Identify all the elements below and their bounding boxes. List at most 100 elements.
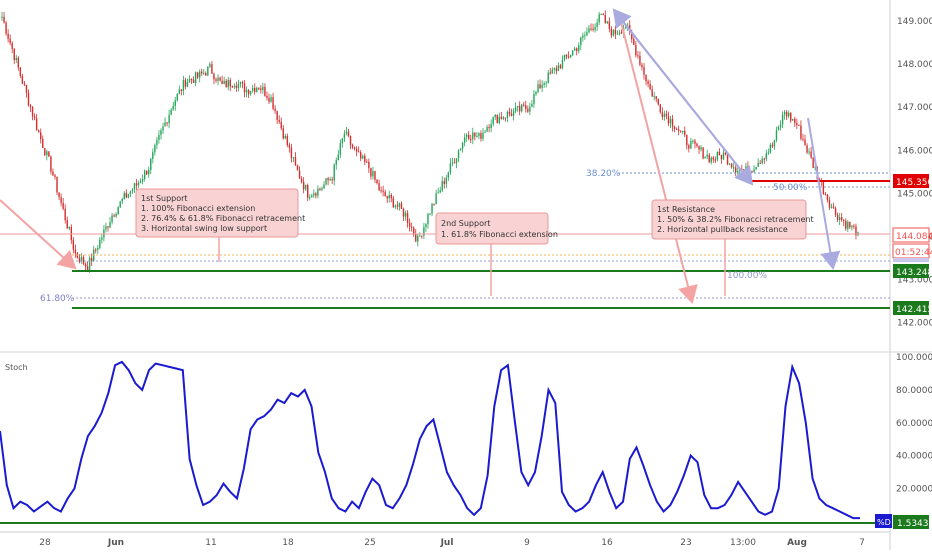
- candle-body: [198, 71, 201, 78]
- candle-body: [826, 194, 829, 201]
- candle-body: [84, 263, 87, 267]
- candle-body: [808, 151, 810, 153]
- candle-body: [78, 257, 81, 262]
- time-tick-label: 13:00: [730, 538, 756, 548]
- price-label-current-text: 144.084: [896, 232, 932, 242]
- candle-body: [494, 114, 496, 117]
- candle-body: [586, 32, 588, 36]
- candle-body: [109, 222, 111, 228]
- price-tick-label: 146.000: [897, 146, 932, 156]
- candle-body: [111, 215, 113, 223]
- candle-body: [537, 84, 539, 92]
- candle-body: [349, 136, 352, 145]
- candle-body: [80, 257, 83, 262]
- stoch-value-label: 1.5343: [893, 515, 929, 529]
- callout-support2: 2nd Support 1. 61.8% Fibonacci extension: [435, 212, 558, 245]
- candle-body: [551, 69, 553, 74]
- candle-body: [510, 113, 513, 116]
- candle-body: [158, 134, 160, 140]
- candle-body: [229, 79, 231, 87]
- candle-body: [152, 152, 154, 159]
- candle-body: [127, 194, 130, 198]
- projection-arrow: [807, 117, 841, 270]
- time-tick-label: 28: [39, 538, 51, 548]
- candle-body: [351, 144, 354, 148]
- candle-body: [268, 97, 270, 102]
- candle-body: [203, 73, 205, 75]
- candle-body: [309, 197, 311, 199]
- candle-body: [225, 80, 227, 88]
- candle-body: [68, 226, 70, 229]
- candle-body: [70, 226, 73, 240]
- candle-body: [527, 108, 529, 112]
- candle-body: [52, 171, 54, 176]
- candle-body: [496, 114, 498, 124]
- candle-body: [457, 150, 460, 159]
- candle-body: [388, 195, 390, 199]
- candle-body: [555, 68, 558, 71]
- candle-body: [160, 130, 162, 135]
- candle-body: [355, 148, 358, 152]
- candle-body: [610, 28, 613, 36]
- candle-body: [441, 181, 443, 191]
- candle-body: [170, 109, 172, 115]
- candle-body: [631, 31, 633, 40]
- candle-body: [667, 116, 670, 124]
- candle-body: [215, 79, 217, 81]
- candle-body: [702, 147, 704, 159]
- callout-support1: 1st Support 1. 100% Fibonacci extension …: [135, 188, 305, 238]
- candle-body: [245, 90, 248, 93]
- candle-body: [117, 207, 119, 215]
- candle-body: [531, 103, 533, 107]
- candle-body: [415, 234, 417, 242]
- candle-body: [180, 89, 183, 92]
- candle-body: [569, 55, 572, 58]
- candle-body: [31, 107, 34, 117]
- candle-body: [567, 56, 570, 58]
- candle-body: [671, 118, 674, 127]
- time-tick-label: 16: [601, 538, 613, 548]
- candle-body: [592, 28, 594, 30]
- candle-body: [563, 54, 566, 60]
- candle-body: [408, 222, 411, 227]
- price-tick-label: 149.000: [897, 17, 932, 27]
- time-tick-label: 25: [364, 538, 375, 548]
- candle-body: [423, 226, 425, 236]
- candle-body: [737, 170, 739, 173]
- stoch-axis: 100.0000 80.0000 60.0000 40.0000 20.0000: [896, 353, 932, 495]
- candle-body: [838, 217, 841, 221]
- fib-label-50: 50.00%: [773, 183, 808, 193]
- candle-body: [792, 118, 794, 121]
- candle-body: [472, 132, 474, 140]
- candle-body: [137, 182, 140, 186]
- candle-body: [103, 229, 105, 238]
- candle-body: [710, 157, 712, 163]
- candle-body: [606, 21, 609, 23]
- candle-body: [525, 105, 527, 109]
- candle-body: [559, 65, 562, 69]
- candle-body: [547, 72, 549, 83]
- stoch-series-badge: %D: [875, 514, 892, 528]
- price-label-fib-marker: [893, 258, 929, 262]
- candle-body: [97, 247, 99, 250]
- price-tick-label: 145.000: [897, 189, 932, 199]
- candle-body: [150, 158, 152, 171]
- candle-body: [345, 131, 348, 134]
- candle-body: [822, 182, 825, 194]
- candle-body: [755, 167, 757, 170]
- candle-body: [123, 192, 125, 200]
- candle-body: [42, 138, 44, 149]
- candle-body: [313, 193, 315, 196]
- candle-body: [145, 170, 148, 175]
- candle-body: [565, 54, 568, 57]
- candle-body: [806, 145, 808, 153]
- candle-body: [465, 134, 468, 138]
- candle-body: [730, 163, 733, 168]
- candle-body: [514, 107, 517, 111]
- price-label-support2: 142.415: [893, 301, 932, 315]
- candle-body: [828, 200, 831, 208]
- candle-body: [663, 113, 666, 117]
- candle-body: [329, 179, 331, 181]
- candle-body: [677, 129, 680, 131]
